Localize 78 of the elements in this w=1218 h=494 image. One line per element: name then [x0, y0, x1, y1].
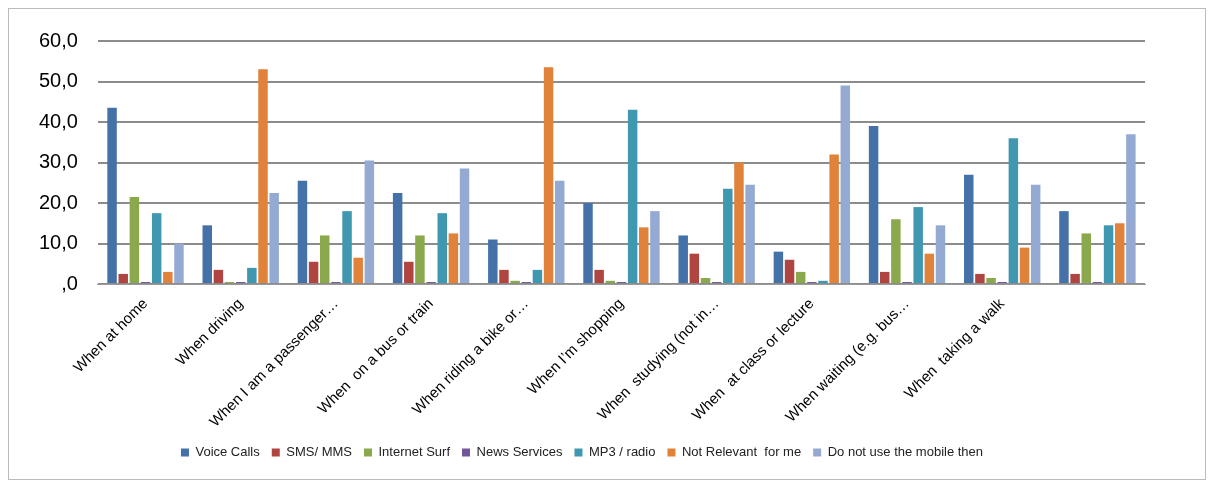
bar — [404, 261, 414, 284]
bar — [342, 211, 352, 284]
bar — [723, 188, 733, 284]
bar — [1126, 134, 1136, 284]
bar — [700, 277, 711, 284]
bar — [879, 271, 890, 284]
bar — [543, 67, 554, 284]
bar — [891, 219, 901, 284]
legend-label: News Services — [476, 444, 563, 460]
bar — [1114, 223, 1125, 284]
bar — [795, 271, 806, 284]
bar — [163, 271, 173, 284]
bar — [499, 269, 509, 284]
bar — [1030, 184, 1041, 284]
y-tick-label: ,0 — [61, 271, 78, 294]
bar — [308, 261, 319, 284]
bar — [964, 174, 974, 284]
legend-label: Internet Surf — [378, 444, 451, 460]
bar — [975, 273, 985, 284]
bar — [1008, 138, 1019, 284]
legend-label: Voice Calls — [195, 444, 261, 460]
legend-label: Do not use the mobile then — [827, 444, 984, 460]
legend-label: Not Relevant for me — [681, 444, 802, 460]
bar — [773, 251, 784, 284]
bar — [1103, 225, 1114, 284]
y-tick-label: 40,0 — [38, 109, 78, 132]
bar — [258, 69, 268, 284]
bar — [734, 162, 744, 284]
bar — [1070, 273, 1080, 284]
bar — [935, 225, 946, 284]
bar — [392, 192, 403, 284]
bar — [689, 253, 700, 284]
bar — [650, 211, 660, 284]
bar — [107, 107, 117, 284]
bar — [247, 267, 257, 284]
bar — [488, 239, 498, 284]
bar — [868, 126, 879, 284]
bar — [1081, 233, 1091, 284]
bar — [174, 243, 184, 284]
bar — [678, 235, 688, 284]
y-tick-label: 10,0 — [38, 231, 78, 254]
bar — [320, 235, 330, 284]
bar — [151, 213, 162, 284]
y-tick-label: 30,0 — [38, 150, 78, 173]
bar — [353, 257, 363, 284]
bar — [297, 180, 308, 284]
bar — [554, 180, 565, 284]
bar — [840, 85, 851, 284]
bar — [583, 203, 593, 284]
bar — [459, 168, 470, 284]
bar — [448, 233, 459, 284]
bar — [986, 277, 996, 284]
bar — [437, 213, 447, 284]
bar — [818, 280, 828, 284]
bar — [269, 192, 279, 284]
legend-label: SMS/ MMS — [286, 444, 353, 460]
y-tick-label: 20,0 — [38, 190, 78, 213]
bar — [627, 109, 638, 284]
bar — [415, 235, 425, 284]
bar — [639, 227, 649, 284]
bar — [532, 269, 543, 284]
bar — [745, 184, 755, 284]
bar — [510, 280, 520, 284]
bar — [129, 196, 140, 284]
bar — [913, 207, 923, 284]
y-tick-label: 50,0 — [38, 69, 78, 92]
y-tick-label: 60,0 — [38, 28, 78, 51]
bar — [202, 225, 212, 284]
bar — [1059, 211, 1069, 284]
bar — [118, 273, 128, 284]
bar — [829, 154, 839, 284]
bar — [364, 160, 375, 284]
bar — [924, 253, 935, 284]
bar — [1019, 247, 1030, 284]
bar — [784, 259, 795, 284]
legend-label: MP3 / radio — [588, 444, 656, 460]
bar — [594, 269, 604, 284]
bar — [213, 269, 224, 284]
